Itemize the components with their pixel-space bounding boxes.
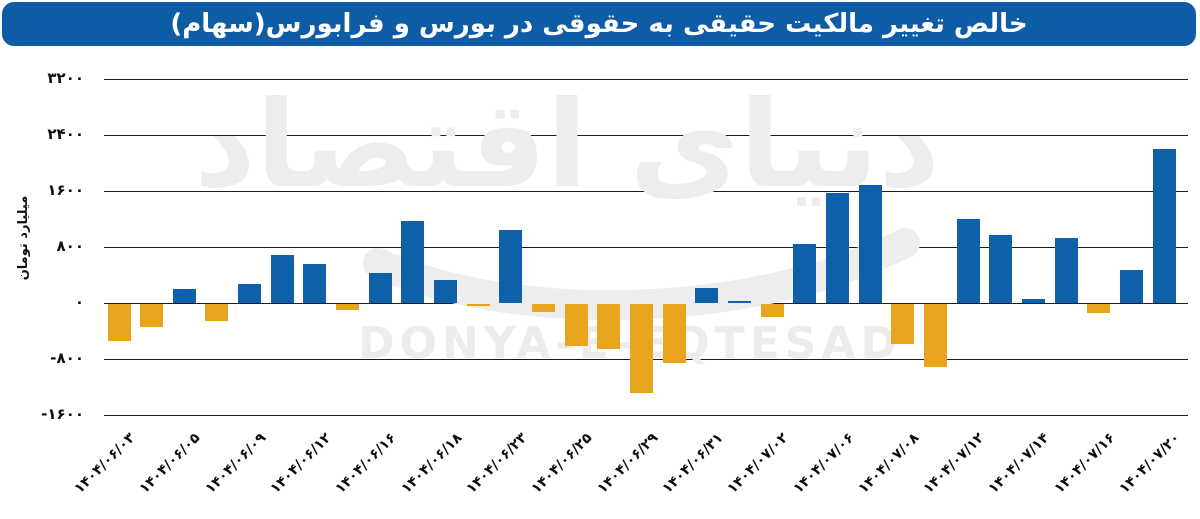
bar-positive [368, 273, 392, 303]
bar-positive [826, 192, 850, 303]
bar-positive [989, 235, 1013, 303]
gridline [104, 414, 1188, 416]
bar-negative [760, 304, 784, 317]
gridline [104, 79, 1188, 81]
chart-title: خالص تغییر مالکیت حقیقی به حقوقی در بورس… [170, 9, 1028, 39]
watermark-latin-text: DONYA-E-EQTESAD [350, 318, 910, 369]
gridline [104, 191, 1188, 193]
chart-canvas: خالص تغییر مالکیت حقیقی به حقوقی در بورس… [2, 2, 1196, 497]
watermark-persian-calligraphy: دنیای اقتصاد [193, 76, 940, 215]
bar-positive [1119, 270, 1143, 303]
bar-positive [793, 243, 817, 303]
bar-positive [956, 219, 980, 303]
bar-negative [564, 304, 588, 346]
bar-positive [172, 289, 196, 303]
bar-positive [238, 284, 262, 303]
bar-negative [597, 304, 621, 350]
bar-positive [1054, 238, 1078, 303]
bar-negative [891, 304, 915, 344]
bar-negative [466, 304, 490, 307]
gridline [104, 247, 1188, 249]
y-tick-label: -۱۶۰۰ [41, 404, 84, 423]
bar-negative [532, 304, 556, 312]
bar-positive [728, 300, 752, 303]
bar-positive [1021, 298, 1045, 303]
gridline [104, 135, 1188, 137]
bar-negative [107, 304, 131, 342]
bar-negative [662, 304, 686, 364]
y-tick-label: ۱۶۰۰ [47, 181, 84, 200]
title-banner: خالص تغییر مالکیت حقیقی به حقوقی در بورس… [2, 2, 1196, 46]
bar-negative [924, 304, 947, 367]
y-tick-label: ۳۲۰۰ [47, 69, 84, 88]
bar-positive [434, 279, 458, 303]
y-tick-label: ۲۴۰۰ [47, 125, 84, 144]
bar-positive [270, 254, 294, 303]
y-tick-label: -۸۰۰ [50, 348, 84, 367]
bar-positive [303, 263, 327, 303]
y-tick-label: ۸۰۰ [56, 237, 84, 256]
bar-positive [695, 287, 719, 303]
bar-negative [140, 304, 164, 328]
bar-negative [1087, 304, 1111, 314]
bar-positive [401, 220, 425, 303]
y-tick-label: ۰ [74, 293, 84, 311]
bar-negative [336, 304, 360, 310]
bar-positive [499, 229, 523, 303]
bar-negative [205, 304, 229, 322]
plot-area: ۱۴۰۴/۰۶/۰۳ ۱۴۰۴/۰۶/۰۵ ۱۴۰۴/۰۶/۰۹ ۱۴۰۴/۰۶/۱۲… [71, 148, 1183, 497]
bar-positive [858, 184, 882, 303]
bar-positive [1152, 148, 1176, 303]
bar-negative [630, 304, 654, 393]
